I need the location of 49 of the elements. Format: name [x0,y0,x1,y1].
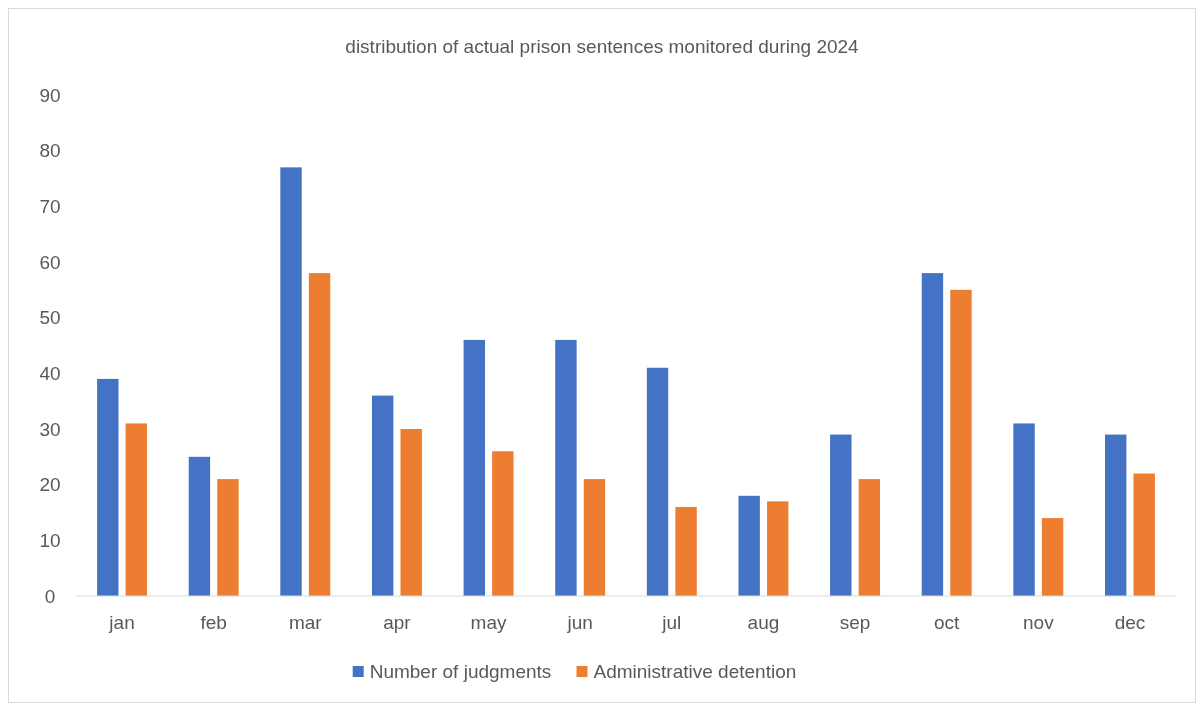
x-tick-label: dec [1114,612,1146,633]
x-tick-label: jun [566,612,593,633]
y-tick-label: 30 [39,418,61,440]
bar [308,273,331,596]
y-tick-label: 80 [39,140,61,162]
chart-title: distribution of actual prison sentences monitored during 2024 [345,36,860,57]
x-tick-label: may [470,612,507,633]
bar [125,423,148,596]
bar [646,367,669,596]
y-tick-label: 10 [39,529,61,551]
bar [921,273,944,596]
bar [1104,434,1127,596]
bar [188,456,211,596]
bar [280,167,302,596]
bar [830,434,852,596]
x-tick-label: apr [383,612,412,633]
bar [217,479,239,596]
x-tick-label: feb [200,612,227,633]
bar [1013,423,1035,596]
y-tick-label: 70 [39,195,61,217]
y-tick-label: 0 [44,585,56,607]
x-tick-label: sep [839,612,871,633]
bar [675,506,697,596]
bar [738,495,760,596]
bar [583,479,606,596]
legend-label: Administrative detention [593,661,797,682]
bar [400,429,422,596]
bar [492,451,514,596]
x-tick-label: mar [288,612,323,633]
bar [1041,518,1064,596]
y-tick-label: 40 [39,362,61,384]
bar [767,501,789,596]
x-tick-label: jan [108,612,135,633]
y-tick-label: 20 [39,474,61,496]
bar [1133,473,1155,596]
bar [950,289,972,596]
legend-label: Number of judgments [369,661,552,682]
x-tick-label: nov [1023,612,1055,633]
x-tick-label: aug [747,612,780,633]
x-tick-label: jul [661,612,682,633]
bar [555,339,577,596]
x-tick-label: oct [934,612,961,633]
bar [97,378,119,596]
y-tick-label: 60 [39,251,61,273]
bar [858,479,881,596]
bar [463,339,485,596]
y-tick-label: 90 [39,84,61,106]
y-tick-label: 50 [39,307,61,329]
bar [371,395,394,596]
